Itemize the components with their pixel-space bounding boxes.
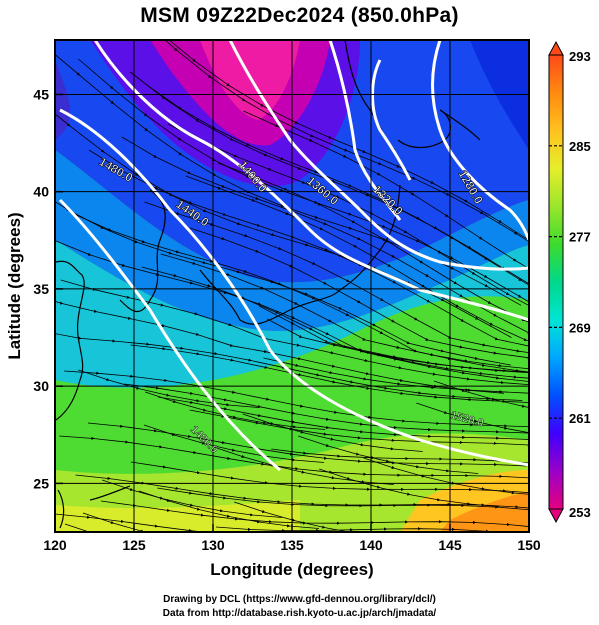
axes: 120 125 130 135 140 145 150 25 30 35 40 45 [33,86,540,553]
streamline [82,512,235,532]
streamline [416,402,529,440]
streamline [433,380,529,418]
colorbar-min-label: 253 [569,505,591,520]
colorbar: 261 269 277 285 293 253 [548,40,591,524]
streamline [319,468,500,507]
colorbar-bottom-arrow [548,508,564,524]
lat-lon-grid [55,40,529,532]
colorbar-ticks: 261 269 277 285 [549,139,591,426]
y-tick-label: 35 [33,281,49,297]
credits-line-1: Drawing by DCL (https://www.gfd-dennou.o… [163,594,436,605]
y-tick-label: 30 [33,378,49,394]
colorbar-tick-label: 285 [569,139,591,154]
wind-streamlines [55,40,529,532]
y-tick-label: 25 [33,475,49,491]
y-tick-label: 40 [33,184,49,200]
colorbar-bar [548,54,564,510]
x-tick-label: 135 [280,537,304,553]
map-title: MSM 09Z22Dec2024 (850.0hPa) [140,4,459,27]
credits-line-2: Data from http://database.rish.kyoto-u.a… [162,608,437,619]
x-tick-label: 150 [517,537,541,553]
colorbar-tick-label: 277 [569,230,591,245]
x-tick-label: 145 [438,537,462,553]
y-axis-label: Latitude (degrees) [5,212,24,359]
x-axis-label: Longitude (degrees) [210,560,373,579]
x-tick-label: 130 [201,537,225,553]
x-tick-label: 125 [122,537,146,553]
x-tick-label: 140 [359,537,383,553]
colorbar-tick-label: 269 [569,320,591,335]
colorbar-top-arrow [548,40,564,56]
geopotential-contours [58,40,529,472]
credits: Drawing by DCL (https://www.gfd-dennou.o… [0,593,599,621]
y-tick-label: 45 [33,86,49,102]
colorbar-tick-label: 261 [569,411,591,426]
x-tick-label: 120 [43,537,67,553]
streamline [234,501,386,532]
colorbar-max-label: 293 [569,49,591,64]
